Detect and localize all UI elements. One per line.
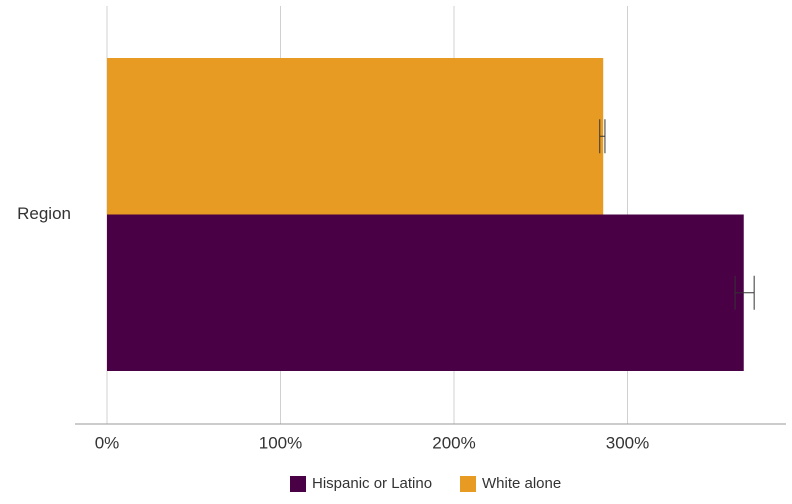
legend-label: Hispanic or Latino [312,475,432,492]
legend-swatch [460,476,476,492]
bars [107,58,744,371]
legend: Hispanic or Latino White alone [290,475,561,492]
bar [107,215,744,372]
legend-item: White alone [460,475,561,492]
legend-swatch [290,476,306,492]
category-label: Region [17,204,71,223]
x-tick-label: 100% [259,433,302,452]
x-tick-labels: 0% 100% 200% 300% [95,433,650,452]
bar [107,58,603,215]
legend-label: White alone [482,475,561,492]
legend-item: Hispanic or Latino [290,475,432,492]
x-tick-label: 200% [432,433,475,452]
x-tick-label: 0% [95,433,120,452]
category-labels: Region [17,204,71,223]
x-tick-label: 300% [606,433,649,452]
